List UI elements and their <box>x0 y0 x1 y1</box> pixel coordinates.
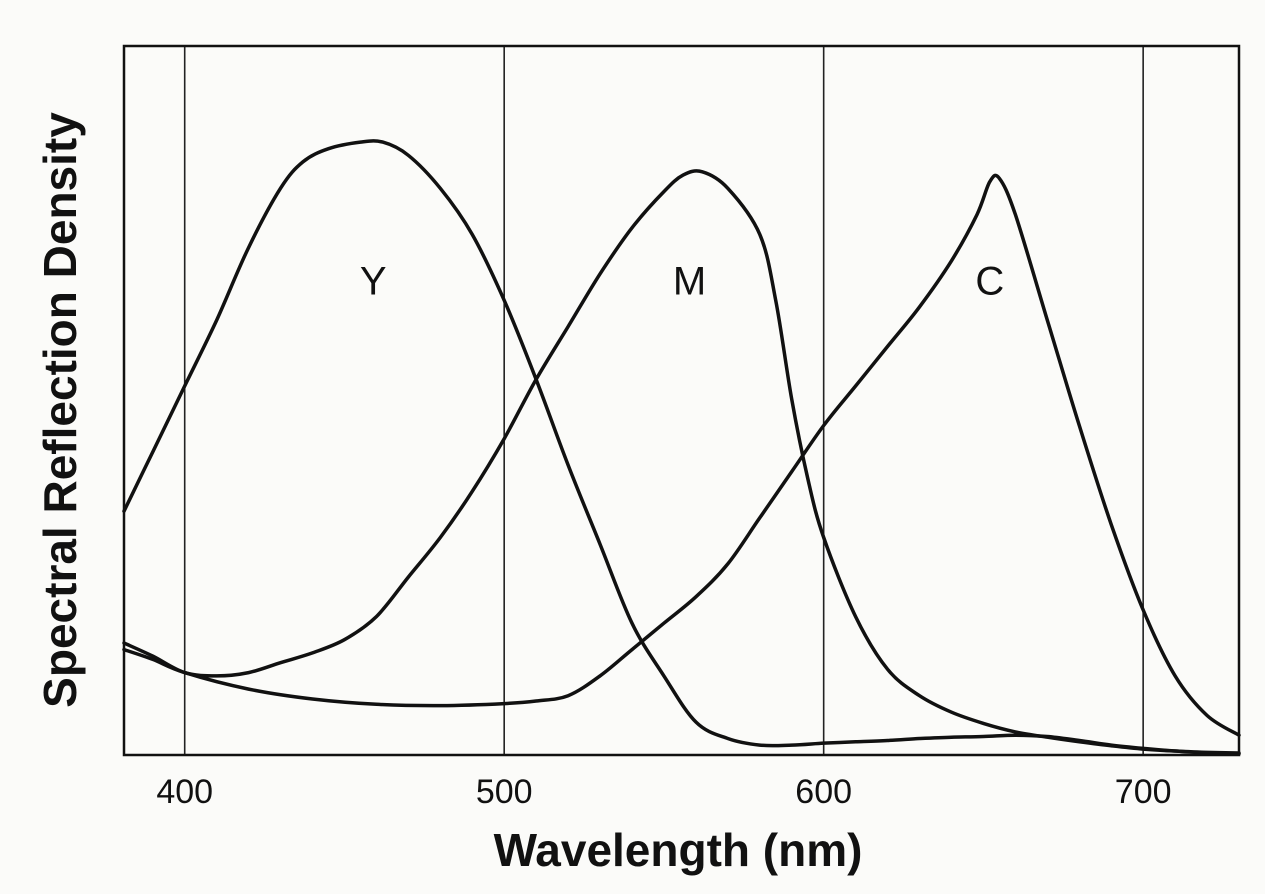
y-axis-title: Spectral Reflection Density <box>34 112 86 708</box>
x-tick-labels: 400 500 600 700 <box>156 773 1171 811</box>
x-axis-title: Wavelength (nm) <box>494 824 863 876</box>
curve-labels: Y M C <box>360 260 1004 304</box>
x-tick-label: 600 <box>795 773 852 811</box>
plot-frame <box>122 44 1241 757</box>
curve-c <box>122 173 1241 737</box>
curve-label-m: M <box>673 260 706 304</box>
curve-label-y: Y <box>360 260 387 304</box>
x-tick-label: 500 <box>476 773 533 811</box>
curves <box>122 139 1241 756</box>
grid-lines <box>183 46 1144 755</box>
curve-y <box>122 139 1241 756</box>
curve-label-c: C <box>975 260 1004 304</box>
curve-m <box>122 169 1241 755</box>
x-tick-label: 700 <box>1115 773 1172 811</box>
x-tick-label: 400 <box>156 773 213 811</box>
